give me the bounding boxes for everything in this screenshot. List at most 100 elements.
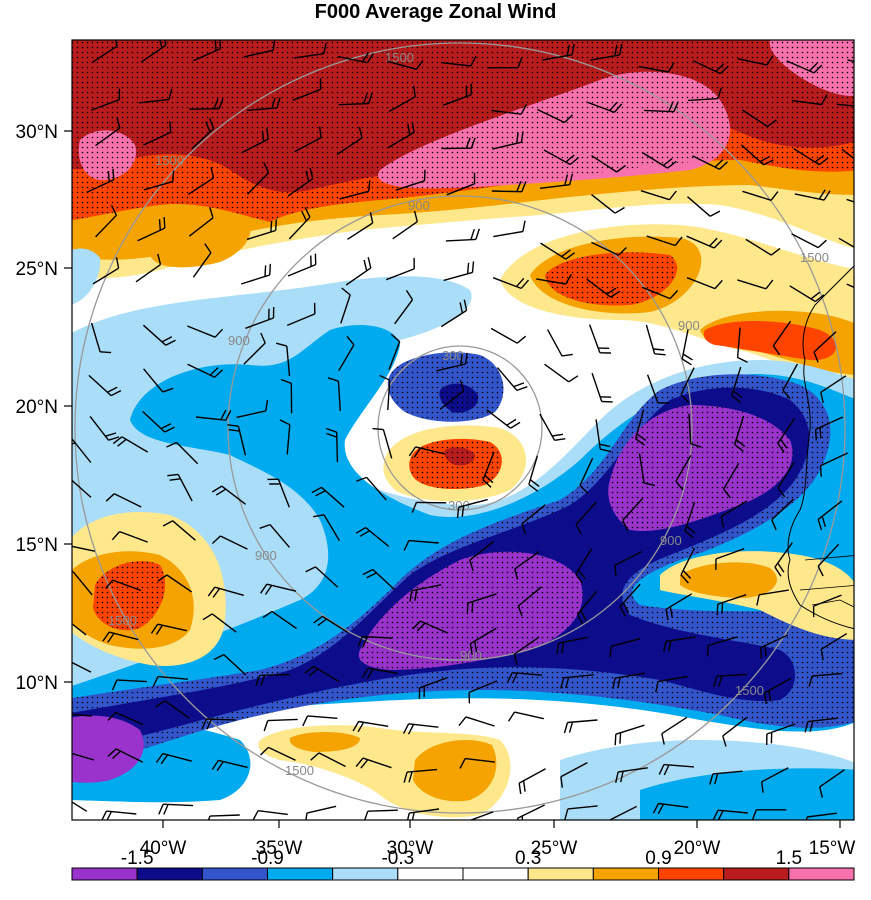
- wind-barb-flag: [654, 353, 666, 356]
- lat-label-20n: 20°N: [16, 397, 58, 418]
- coastline: [787, 265, 854, 630]
- wind-barb-staff: [366, 476, 387, 501]
- colorbar-box: [332, 867, 399, 881]
- wind-barb-flag: [411, 812, 415, 820]
- wind-barb-flag: [368, 180, 371, 192]
- wind-barb-flag: [107, 170, 110, 182]
- wind-barb-flag: [157, 574, 168, 582]
- wind-barb-staff: [188, 217, 214, 237]
- wind-barb-staff: [115, 711, 144, 726]
- wind-barb-flag: [617, 677, 621, 689]
- wind-barb-flag: [813, 64, 823, 74]
- wind-barb-staff: [72, 623, 87, 636]
- wind-barb-flag: [301, 210, 308, 222]
- wind-barb-staff: [681, 329, 689, 360]
- wind-barb-flag: [805, 816, 808, 820]
- wind-barb-flag: [266, 128, 269, 140]
- lon-label-20w: 20°W: [674, 838, 721, 859]
- wind-barb-flag: [575, 523, 582, 535]
- wind-barb-staff: [243, 342, 266, 365]
- wind-barb-flag: [714, 159, 724, 168]
- wind-barb-staff: [742, 190, 772, 201]
- wind-barb-flag: [665, 609, 669, 621]
- wind-barb-flag: [715, 63, 725, 73]
- wind-barb-flag: [360, 759, 369, 769]
- wind-barb-staff: [482, 451, 495, 481]
- wind-barb-flag: [565, 252, 576, 260]
- wind-barb-staff: [638, 65, 669, 73]
- wind-barb-flag: [305, 566, 316, 573]
- wind-barb-flag: [390, 333, 401, 343]
- wind-barb-staff: [539, 184, 570, 189]
- wind-barb-flag: [767, 119, 777, 128]
- wind-barb-flag: [713, 239, 723, 249]
- wind-barb-flag: [763, 159, 774, 166]
- colorbar-box: [723, 867, 790, 881]
- wind-barb-flag: [521, 523, 527, 535]
- wind-barb-flag: [622, 520, 629, 531]
- wind-barb-flag: [108, 436, 120, 441]
- wind-barb-flag: [460, 354, 463, 366]
- lat-label-25n: 25°N: [16, 259, 58, 280]
- colorbar-box: [462, 867, 529, 881]
- wind-barb-flag: [614, 565, 617, 577]
- wind-barb-flag: [599, 443, 611, 448]
- wind-barb-flag: [463, 299, 468, 311]
- wind-barb-staff: [313, 665, 340, 683]
- colorbar-label: 1.5: [776, 848, 802, 869]
- wind-barb-staff: [367, 667, 398, 674]
- wind-barb-flag: [600, 448, 612, 453]
- wind-barb-staff: [638, 453, 645, 484]
- wind-barb-flag: [155, 753, 164, 763]
- wind-barb-staff: [223, 654, 247, 676]
- wind-barb-flag: [663, 764, 670, 776]
- wind-barb-flag: [367, 92, 373, 104]
- wind-barb-flag: [164, 426, 175, 433]
- wind-barb-staff: [567, 719, 598, 724]
- wind-barb-staff: [307, 715, 338, 719]
- wind-barb-flag: [564, 114, 573, 124]
- wind-barb-staff: [266, 583, 297, 592]
- wind-barb-flag: [809, 720, 814, 732]
- wind-barb-staff: [419, 676, 449, 689]
- wind-barb-flag: [363, 259, 368, 271]
- wind-barb-flag: [565, 154, 575, 163]
- wind-barb-flag: [359, 530, 370, 537]
- wind-barb-staff: [236, 410, 266, 419]
- wind-barb-flag: [620, 771, 624, 783]
- wind-barb-flag: [690, 443, 702, 448]
- colorbar-box: [527, 867, 594, 881]
- wind-barb-flag: [506, 672, 513, 683]
- wind-barb-flag: [115, 257, 120, 269]
- wind-barb-flag: [413, 447, 422, 458]
- lon-label-25w: 25°W: [531, 838, 578, 859]
- wind-barb-flag: [313, 514, 325, 518]
- wind-barb-staff: [268, 746, 296, 761]
- wind-barb-flag: [167, 473, 179, 477]
- orange-patch-south: [413, 740, 497, 802]
- wind-barb-flag: [674, 236, 683, 246]
- wind-barb-flag: [820, 392, 824, 404]
- ring-label-1500-northwest: 1500: [155, 153, 184, 168]
- wind-barb-flag: [201, 718, 207, 730]
- wind-barb-flag: [214, 369, 224, 378]
- wind-barb-flag: [406, 812, 410, 820]
- colorbar-label: 0.9: [645, 848, 671, 869]
- wind-barb-staff: [514, 711, 544, 720]
- wind-barb-flag: [706, 645, 709, 657]
- wind-barb-staff: [646, 235, 676, 247]
- wind-barb-flag: [265, 399, 269, 412]
- wind-barb-staff: [442, 94, 472, 106]
- dots-vortex-north: [387, 352, 504, 422]
- wind-barb-flag: [260, 674, 266, 686]
- wind-barb-flag: [819, 465, 822, 477]
- wind-barb-flag: [809, 62, 818, 72]
- wind-barb-flag: [522, 780, 526, 792]
- wind-barb-flag: [761, 781, 764, 793]
- wind-barb-flag: [770, 191, 779, 201]
- wind-barb-staff: [486, 409, 512, 429]
- wind-barb-flag: [408, 771, 413, 783]
- wind-barb-flag: [709, 237, 718, 247]
- wind-barb-flag: [107, 632, 115, 643]
- wind-barb-staff: [72, 661, 92, 673]
